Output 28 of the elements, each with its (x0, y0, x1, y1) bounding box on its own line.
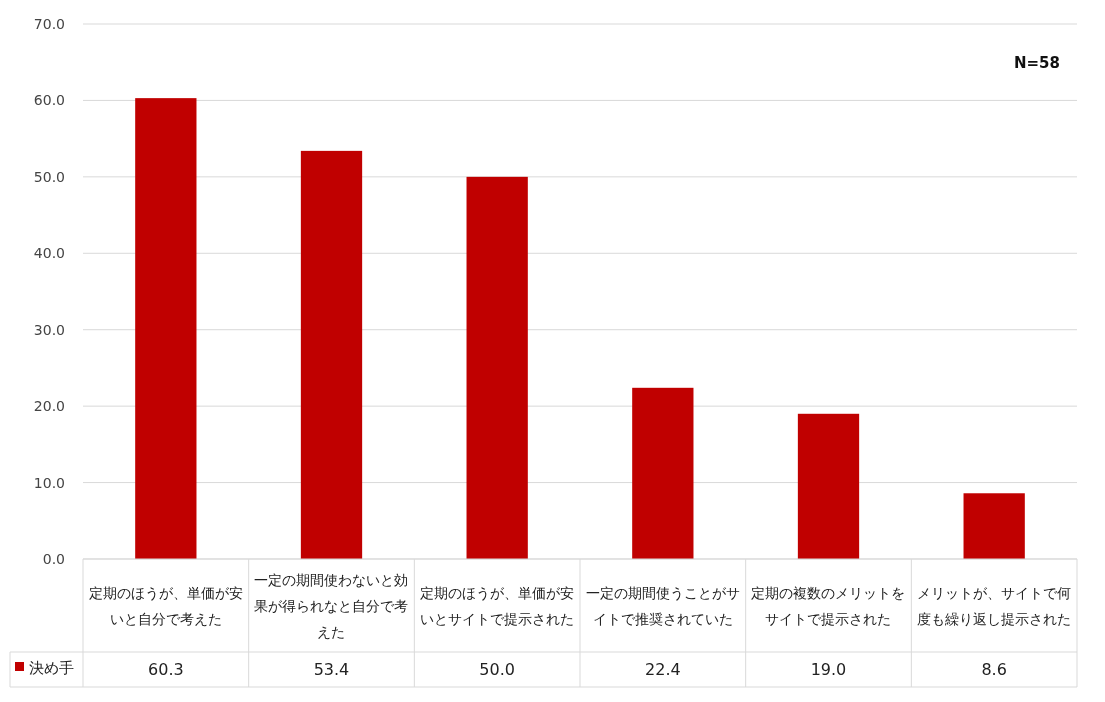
x-tick-label: 一定の期間使うことがサイトで推奨されていた (584, 583, 741, 629)
bar (797, 413, 860, 559)
y-tick-label: 60.0 (33, 92, 65, 109)
legend-label: 決め手 (29, 659, 74, 677)
annotation: N=58 (1014, 54, 1060, 72)
data-label: 19.0 (809, 658, 848, 681)
bar (300, 150, 363, 559)
bar (632, 387, 694, 559)
y-tick-label: 40.0 (33, 245, 65, 262)
data-label: 53.4 (312, 658, 351, 681)
x-tick-label: 定期の複数のメリットをサイトで提示された (750, 583, 907, 629)
y-tick-label: 50.0 (33, 168, 65, 185)
y-tick-label: 70.0 (33, 16, 65, 32)
x-tick-label: 定期のほうが、単価が安いと自分で考えた (87, 583, 244, 629)
y-tick-label: 10.0 (33, 474, 65, 491)
x-tick-label: メリットが、サイトで何度も繰り返し提示された (916, 583, 1073, 629)
x-tick-label: 定期のほうが、単価が安いとサイトで提示された (419, 583, 576, 629)
y-tick-label: 30.0 (33, 321, 65, 338)
bar (135, 98, 197, 559)
data-label: 8.6 (980, 658, 1008, 681)
data-label: 50.0 (478, 658, 516, 681)
data-label: 22.4 (644, 658, 682, 681)
data-label: 60.3 (147, 658, 185, 681)
bar (466, 176, 528, 559)
x-tick-label: 一定の期間使わないと効果が得られなと自分で考えた (253, 570, 410, 642)
bar (963, 493, 1025, 559)
y-tick-label: 20.0 (33, 398, 65, 415)
y-tick-label: 0.0 (42, 551, 65, 567)
